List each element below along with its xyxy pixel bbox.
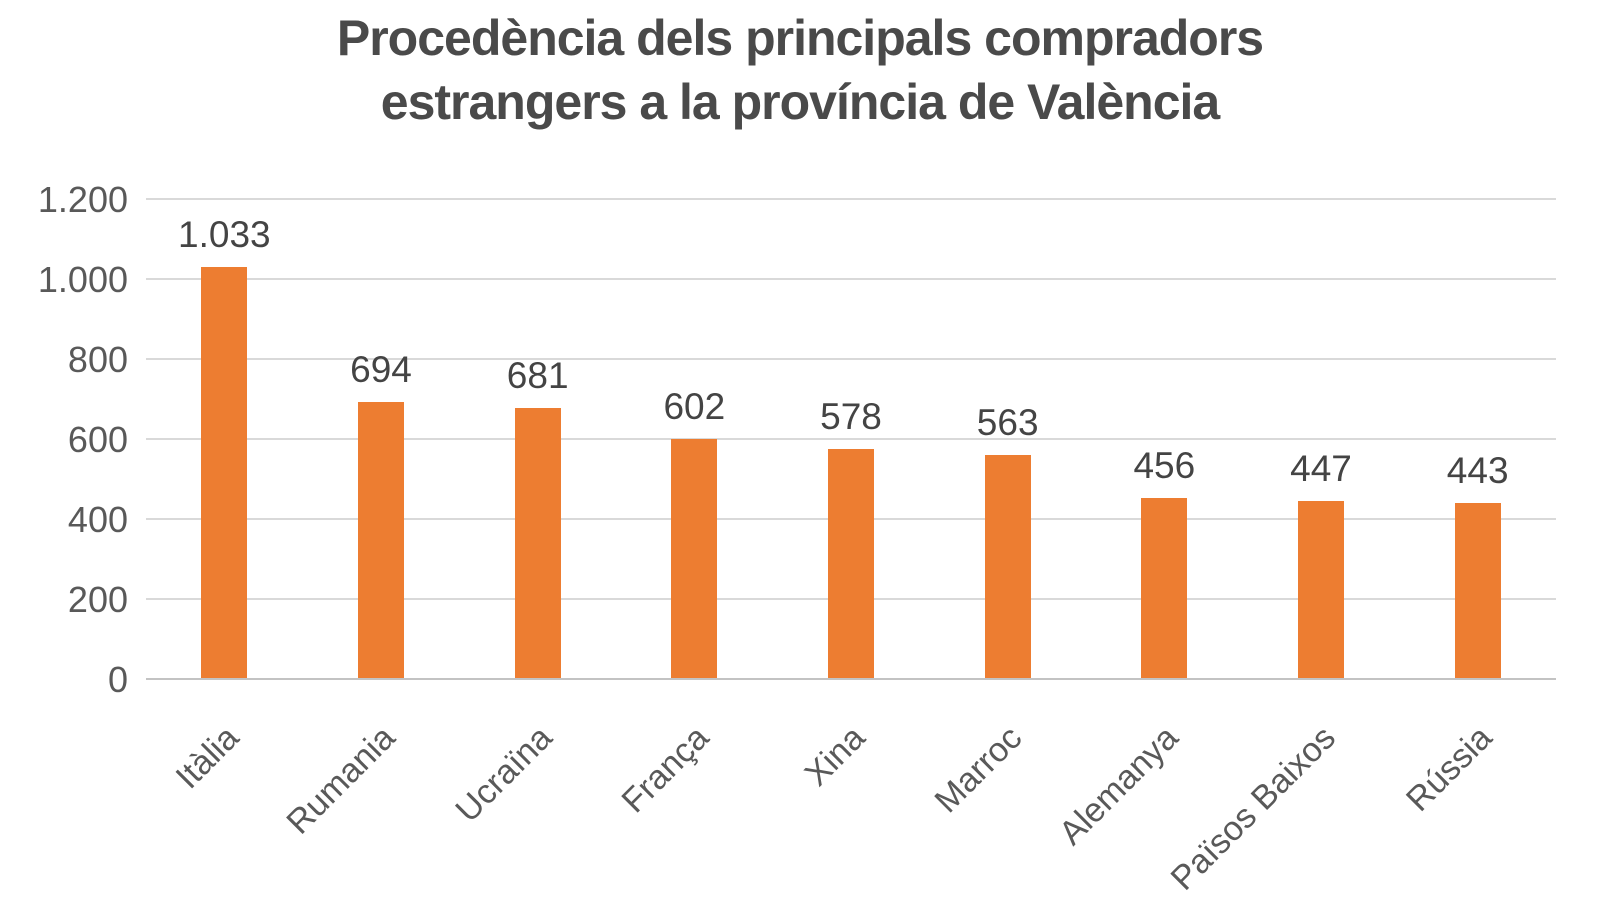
bar-frança [671, 439, 718, 680]
bar-alemanya [1141, 497, 1188, 680]
x-axis-tick-label: França [614, 718, 716, 821]
bar-value-label: 456 [1133, 444, 1196, 486]
x-axis-tick-label: Rússia [1398, 718, 1500, 819]
bar-value-label: 694 [350, 349, 412, 391]
x-axis-tick-label: Itàlia [168, 718, 246, 797]
x-axis-tick-label: Alemanya [1051, 718, 1186, 853]
bar-slot: 456 [1086, 200, 1243, 680]
x-axis-tick-label: Marroc [927, 718, 1030, 821]
gridline [146, 278, 1556, 280]
gridline [146, 438, 1556, 440]
bar-value-label: 563 [976, 401, 1039, 443]
bar-itàlia [201, 266, 248, 680]
bar-rumania [357, 402, 404, 680]
chart-title-line-2: estrangers a la província de València [380, 74, 1220, 130]
bar-value-label: 1.033 [178, 213, 271, 255]
bar-slot: 578 [773, 200, 930, 680]
chart-title-line-1: Procedència dels principals compradors [336, 10, 1264, 66]
bar-value-label: 681 [506, 354, 569, 396]
y-axis-tick-label: 800 [67, 339, 128, 381]
plot-area: 1.033 694 681 602 578 563 456 447 443 [146, 198, 1556, 680]
x-axis-tick-label: Països Baixos [1163, 718, 1343, 898]
gridline [146, 358, 1556, 361]
bar-slot: 602 [616, 200, 773, 680]
bar-slot: 681 [459, 200, 616, 680]
y-axis-tick-label: 600 [67, 419, 128, 460]
x-axis-tick-label: Rumania [279, 718, 403, 842]
y-axis-tick-label: 1.000 [37, 259, 128, 300]
bar-slot: 563 [929, 200, 1086, 680]
bar-slot: 1.033 [146, 200, 303, 680]
gridline [146, 198, 1556, 200]
y-axis-tick-label: 200 [67, 579, 128, 621]
bar-value-label: 447 [1290, 448, 1352, 490]
x-axis-tick-label: Ucraïna [448, 718, 560, 830]
chart-title: Procedència dels principals compradors e… [0, 6, 1600, 134]
y-axis: 0 200 400 600 800 1.000 1.200 [0, 180, 128, 700]
bar-value-label: 602 [663, 386, 726, 428]
bar-value-label: 578 [820, 395, 882, 437]
bar-xina [827, 448, 874, 680]
bar-rússia [1454, 502, 1501, 680]
y-axis-tick-label: 1.200 [37, 179, 128, 220]
bar-slot: 447 [1243, 200, 1400, 680]
bar-ucraïna [514, 407, 561, 680]
x-axis-line [146, 678, 1556, 680]
x-axis-tick-label: Xina [797, 718, 873, 794]
bar-països-baixos [1297, 501, 1344, 680]
y-axis-tick-label: 0 [107, 659, 128, 700]
bar-value-label: 443 [1446, 449, 1509, 491]
y-axis-tick-label: 400 [67, 499, 128, 541]
bar-slot: 443 [1399, 200, 1556, 680]
bar-marroc [984, 454, 1031, 680]
bar-slot: 694 [303, 200, 460, 680]
